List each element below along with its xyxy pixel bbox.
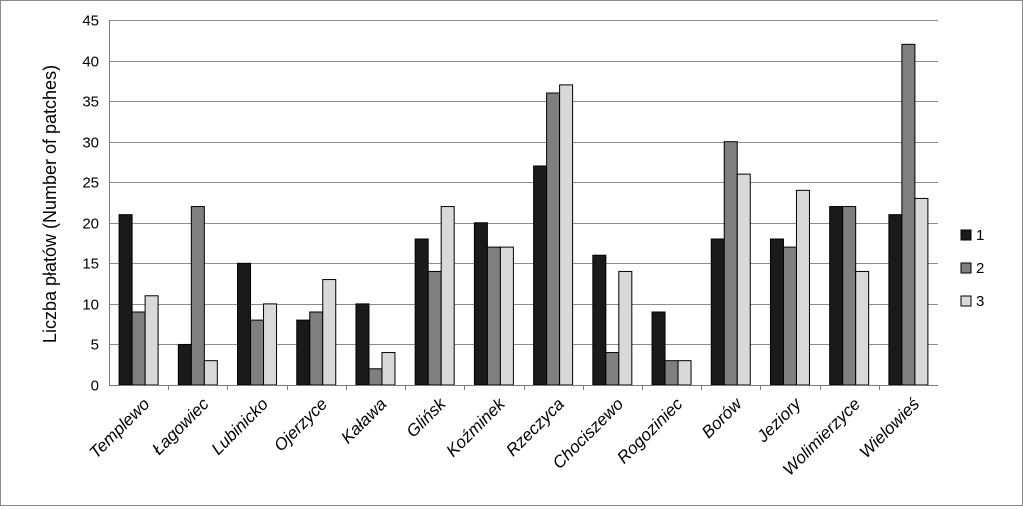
bar-3 xyxy=(618,270,633,386)
y-tick-label: 25 xyxy=(82,175,99,192)
bar-3 xyxy=(322,279,337,386)
bar-1 xyxy=(296,319,311,386)
bar-1 xyxy=(592,254,607,386)
bar-2 xyxy=(486,246,501,386)
legend-swatch xyxy=(960,262,972,274)
legend: 1 2 3 xyxy=(960,227,984,310)
legend-swatch xyxy=(960,295,972,307)
bar-1 xyxy=(473,222,488,386)
bar-2 xyxy=(782,246,797,386)
legend-swatch xyxy=(960,229,972,241)
y-tick-labels: 0 5 10 15 20 25 30 35 40 45 xyxy=(82,13,99,395)
y-tick-label: 10 xyxy=(82,297,99,314)
x-tick-label: Ojerzyce xyxy=(270,394,331,455)
legend-label: 2 xyxy=(976,260,984,277)
bar-3 xyxy=(381,352,396,386)
bar-2 xyxy=(250,319,265,386)
legend-label: 3 xyxy=(976,293,984,310)
bar-2 xyxy=(664,360,679,386)
bar-1 xyxy=(533,165,548,386)
bar-1 xyxy=(829,206,844,386)
x-tick-label: Glińsk xyxy=(403,393,451,441)
bar-2 xyxy=(546,92,561,386)
bar-1 xyxy=(118,214,133,386)
bar-1 xyxy=(237,262,252,386)
y-tick-label: 20 xyxy=(82,216,99,233)
y-tick-label: 35 xyxy=(82,94,99,111)
x-tick-label: Borów xyxy=(698,393,747,442)
x-tick-label: Kaława xyxy=(337,394,390,447)
y-tick-label: 45 xyxy=(82,13,99,30)
bar-3 xyxy=(203,360,218,386)
bar-2 xyxy=(901,43,916,386)
y-tick-label: 5 xyxy=(91,337,99,354)
y-tick-label: 40 xyxy=(82,54,99,71)
bar-3 xyxy=(795,189,810,386)
bar-2 xyxy=(427,270,442,386)
x-tick-label: Koźminek xyxy=(443,393,510,460)
bar-3 xyxy=(914,197,929,386)
bar-2 xyxy=(842,206,857,386)
bar-3 xyxy=(559,84,574,386)
bar-2 xyxy=(131,311,146,386)
y-tick-label: 0 xyxy=(91,378,99,395)
bar-2 xyxy=(605,352,620,386)
bar-3 xyxy=(736,173,751,386)
x-tick-label: Jeziory xyxy=(753,393,806,446)
bar-3 xyxy=(855,270,870,386)
x-tick-label: Wielowieś xyxy=(856,394,924,462)
bar-3 xyxy=(677,360,692,386)
legend-label: 1 xyxy=(976,227,984,244)
bars xyxy=(118,43,929,386)
bar-2 xyxy=(723,141,738,386)
gridlines xyxy=(109,20,938,345)
bar-1 xyxy=(651,311,666,386)
x-tick-label: Łagowiec xyxy=(148,394,213,459)
bar-3 xyxy=(144,295,159,386)
y-tick-label: 30 xyxy=(82,135,99,152)
bar-1 xyxy=(355,303,370,386)
bar-1 xyxy=(177,343,192,386)
bar-3 xyxy=(263,303,278,386)
y-tick-label: 15 xyxy=(82,256,99,273)
bar-3 xyxy=(440,206,455,386)
bar-1 xyxy=(888,214,903,386)
bar-3 xyxy=(499,246,514,386)
bar-1 xyxy=(769,238,784,386)
bar-1 xyxy=(414,238,429,386)
bar-1 xyxy=(710,238,725,386)
x-tick-label: Rogoziniec xyxy=(613,394,686,467)
x-tick-label: Templewo xyxy=(86,394,154,462)
bar-2 xyxy=(368,368,383,386)
y-axis-label: Liczba płatów (Number of patches) xyxy=(40,65,60,343)
bar-2 xyxy=(190,206,205,386)
axes xyxy=(109,20,938,390)
x-tick-label: Lubinicko xyxy=(208,394,272,458)
bar-2 xyxy=(309,311,324,386)
